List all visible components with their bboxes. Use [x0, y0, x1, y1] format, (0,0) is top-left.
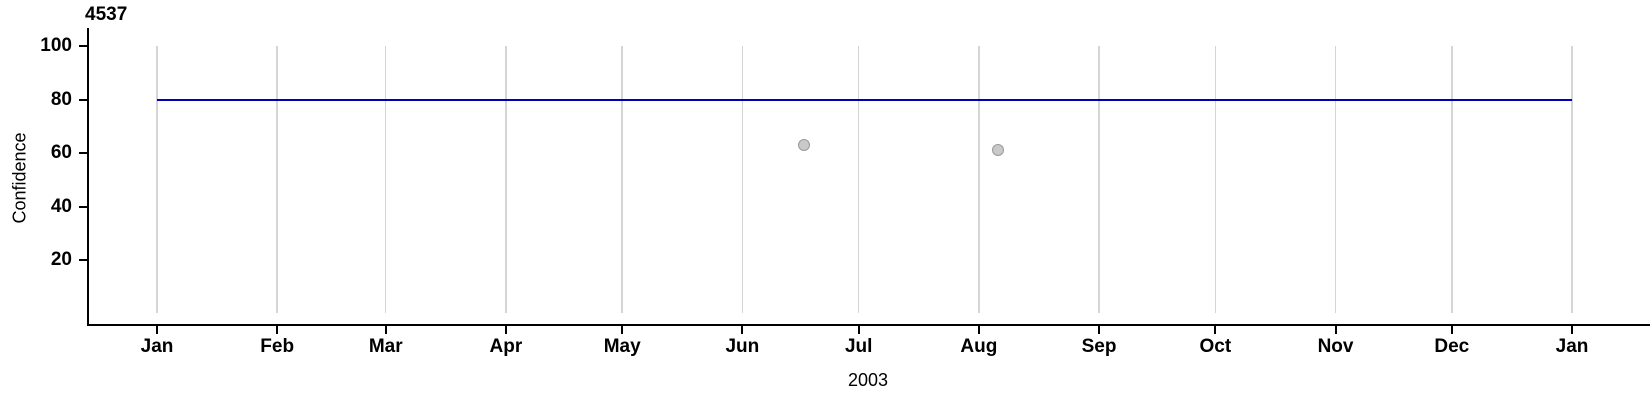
x-tick-label: Nov — [1317, 336, 1354, 357]
month-gridline — [276, 46, 278, 313]
x-axis-line — [87, 324, 1650, 326]
x-tick-mark — [1571, 326, 1573, 334]
y-tick-label: 40 — [50, 195, 72, 217]
x-tick-label: Jun — [725, 336, 760, 357]
y-tick-label: 100 — [40, 35, 72, 56]
month-gridline — [384, 46, 387, 313]
x-tick-mark — [384, 326, 387, 334]
x-tick-mark — [857, 326, 860, 334]
month-gridline — [1214, 46, 1217, 313]
x-tick-mark — [621, 326, 624, 334]
month-gridline — [978, 46, 980, 313]
x-tick-label: Apr — [489, 336, 523, 357]
y-tick-label: 80 — [50, 88, 72, 110]
x-tick-mark — [504, 326, 507, 334]
y-tick-mark — [79, 152, 87, 154]
month-gridline — [1451, 46, 1453, 313]
x-tick-label: Oct — [1199, 336, 1232, 357]
x-tick-label: Feb — [260, 336, 295, 357]
y-tick-mark — [79, 45, 87, 47]
month-gridline — [1334, 46, 1337, 313]
month-gridline — [857, 46, 860, 313]
x-tick-mark — [977, 326, 980, 334]
x-tick-mark — [1098, 326, 1101, 334]
x-tick-label: Jan — [1555, 336, 1589, 357]
x-axis-title: 2003 — [847, 370, 889, 390]
threshold-line — [157, 98, 1572, 101]
x-tick-mark — [156, 326, 158, 334]
x-tick-label: Sep — [1081, 336, 1117, 357]
x-tick-label: Jul — [844, 336, 873, 357]
chart-title: 4537 — [85, 4, 128, 25]
month-gridline — [1571, 46, 1573, 313]
month-gridline — [505, 46, 507, 313]
y-tick-label: 20 — [50, 249, 72, 270]
month-gridline — [156, 46, 158, 313]
y-tick-mark — [79, 205, 87, 208]
x-tick-mark — [1334, 326, 1337, 334]
x-tick-label: Aug — [960, 336, 998, 357]
month-gridline — [741, 46, 744, 313]
month-gridline — [1098, 46, 1100, 313]
x-tick-mark — [1214, 326, 1217, 334]
y-axis-line — [87, 28, 89, 326]
data-point — [798, 138, 811, 151]
data-point — [992, 144, 1005, 157]
month-gridline — [621, 46, 623, 313]
x-tick-mark — [276, 326, 279, 334]
x-tick-label: Dec — [1434, 336, 1470, 357]
x-tick-mark — [741, 326, 744, 334]
y-tick-label: 60 — [50, 142, 72, 163]
x-tick-label: May — [603, 336, 641, 357]
y-tick-mark — [79, 98, 87, 101]
x-tick-label: Jan — [140, 336, 174, 357]
x-tick-label: Mar — [368, 336, 403, 357]
y-tick-mark — [79, 259, 87, 261]
x-tick-mark — [1450, 326, 1453, 334]
